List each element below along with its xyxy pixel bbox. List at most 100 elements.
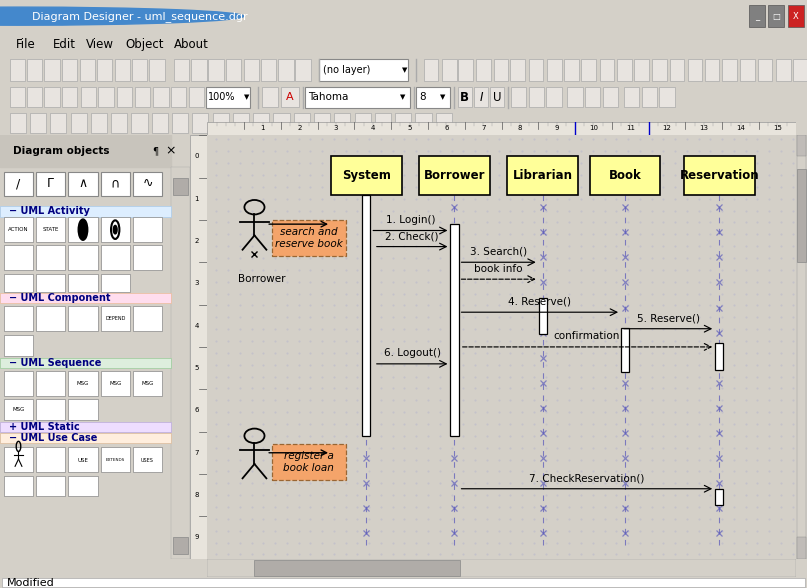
Bar (36, 306, 65, 331)
Bar (294, 113, 310, 133)
Text: + UML Static: + UML Static (10, 422, 80, 432)
Bar (149, 59, 165, 81)
Bar (4, 399, 33, 420)
Text: 0: 0 (194, 153, 199, 159)
Text: 5. Reserve(): 5. Reserve() (637, 313, 700, 323)
Bar (314, 113, 330, 133)
Text: /: / (16, 178, 21, 191)
Text: Tahoma: Tahoma (308, 92, 349, 102)
Text: B: B (460, 91, 470, 104)
Bar (474, 87, 488, 108)
Bar (642, 87, 657, 108)
Bar (354, 113, 370, 133)
Bar (788, 5, 804, 28)
Bar (715, 489, 723, 505)
Bar (4, 306, 33, 331)
Text: 3. Search(): 3. Search() (470, 247, 527, 257)
Bar (564, 59, 579, 81)
Text: USE: USE (77, 458, 89, 463)
Text: ∧: ∧ (78, 178, 87, 191)
Bar (395, 113, 412, 133)
Bar (797, 135, 806, 559)
Text: STATE: STATE (43, 227, 59, 232)
Circle shape (0, 7, 244, 25)
Bar (36, 476, 65, 496)
Bar (334, 113, 350, 133)
Bar (749, 5, 765, 28)
Text: 7: 7 (481, 125, 486, 131)
Bar (0, 358, 171, 368)
Bar (538, 298, 547, 334)
Text: register a
book loan: register a book loan (283, 452, 334, 473)
Bar (10, 113, 26, 133)
Bar (511, 87, 526, 108)
Bar (581, 59, 596, 81)
Bar (722, 59, 737, 81)
Bar (416, 113, 432, 133)
Bar (244, 59, 259, 81)
Bar (261, 59, 276, 81)
Bar (111, 113, 128, 133)
Bar (508, 156, 578, 195)
Text: ∿: ∿ (142, 178, 153, 191)
Bar (295, 59, 311, 81)
Bar (688, 59, 702, 81)
Text: 2: 2 (194, 238, 199, 244)
Text: Edit: Edit (52, 38, 76, 51)
Bar (2, 578, 805, 587)
Text: 1: 1 (194, 196, 199, 202)
Text: EXTENDS: EXTENDS (106, 459, 125, 462)
Bar (115, 59, 130, 81)
Bar (69, 306, 98, 331)
Bar (797, 537, 806, 559)
Text: − UML Component: − UML Component (10, 293, 111, 303)
Bar (189, 87, 204, 108)
Bar (797, 135, 806, 156)
Text: Borrower: Borrower (424, 169, 485, 182)
Text: About: About (174, 38, 208, 51)
Bar (174, 59, 189, 81)
Bar (494, 59, 508, 81)
Bar (132, 172, 162, 196)
Text: 1. Login(): 1. Login() (386, 215, 435, 225)
Text: Object: Object (125, 38, 164, 51)
Bar (603, 87, 618, 108)
Bar (192, 113, 208, 133)
Bar (793, 59, 807, 81)
Bar (171, 167, 190, 559)
Text: I: I (479, 91, 483, 104)
Bar (776, 59, 791, 81)
Text: 8: 8 (517, 125, 522, 131)
Text: X: X (792, 12, 799, 21)
Text: 6: 6 (444, 125, 449, 131)
Bar (233, 113, 249, 133)
Bar (69, 371, 98, 396)
Text: − UML Sequence: − UML Sequence (10, 358, 102, 368)
Bar (4, 172, 33, 196)
Bar (0, 422, 171, 432)
Bar (4, 447, 33, 472)
Text: DEPEND: DEPEND (105, 316, 125, 321)
Bar (4, 371, 33, 396)
Text: File: File (16, 38, 36, 51)
Bar (567, 87, 583, 108)
Bar (4, 274, 33, 292)
Bar (490, 87, 504, 108)
Circle shape (113, 225, 117, 234)
Bar (305, 86, 410, 108)
Bar (529, 87, 544, 108)
Bar (10, 59, 25, 81)
Text: □: □ (772, 12, 780, 21)
Bar (590, 156, 660, 195)
Bar (132, 218, 162, 242)
Bar (419, 156, 490, 195)
Bar (458, 59, 473, 81)
Bar (172, 113, 188, 133)
Text: 5: 5 (194, 365, 199, 371)
Text: View: View (86, 38, 115, 51)
Bar (69, 245, 98, 270)
Bar (529, 59, 543, 81)
Bar (4, 218, 33, 242)
Text: Modified: Modified (6, 577, 54, 588)
Text: 14: 14 (736, 125, 745, 131)
